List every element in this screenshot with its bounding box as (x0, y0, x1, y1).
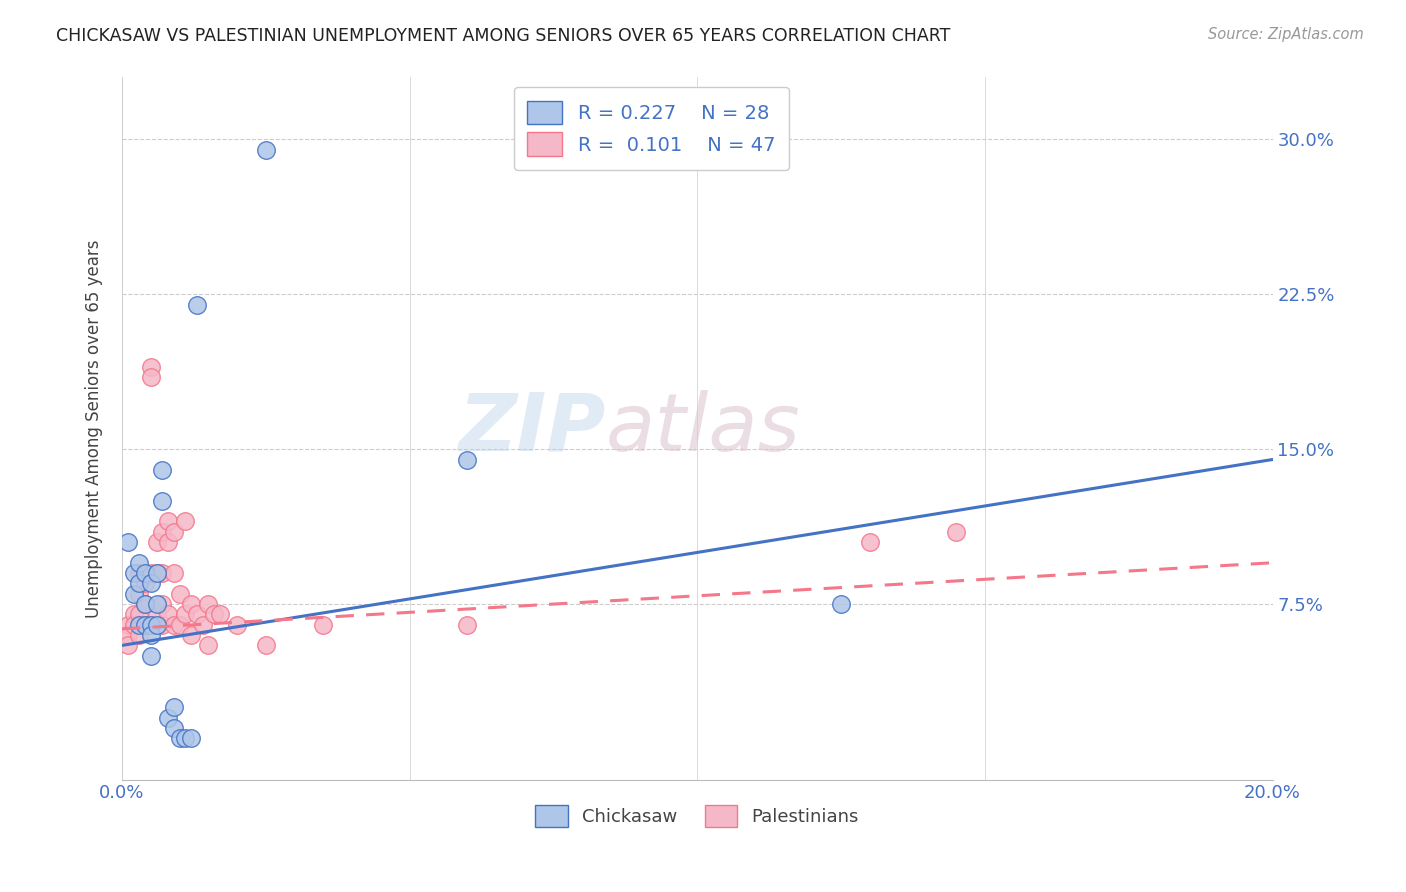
Point (456, 452, 478, 467)
Point (945, 524, 967, 539)
Point (202, 607, 225, 622)
Point (254, 143, 277, 157)
Text: Source: ZipAtlas.com: Source: ZipAtlas.com (1208, 27, 1364, 42)
Point (186, 607, 208, 622)
Point (456, 617, 478, 632)
Point (157, 515, 180, 529)
Point (128, 576, 150, 591)
Point (128, 607, 150, 622)
Point (312, 617, 335, 632)
Point (191, 617, 214, 632)
Point (128, 617, 150, 632)
Point (128, 566, 150, 580)
Point (174, 607, 197, 622)
Point (139, 617, 162, 632)
Point (145, 566, 167, 580)
Point (117, 535, 139, 549)
Point (122, 566, 145, 580)
Legend: Chickasaw, Palestinians: Chickasaw, Palestinians (529, 797, 866, 834)
Point (169, 731, 191, 746)
Point (174, 515, 197, 529)
Point (128, 556, 150, 570)
Point (163, 566, 186, 580)
Point (134, 576, 156, 591)
Point (122, 587, 145, 601)
Point (150, 493, 173, 508)
Point (145, 617, 167, 632)
Point (186, 297, 208, 311)
Point (145, 535, 167, 549)
Point (197, 639, 219, 653)
Point (139, 628, 162, 642)
Point (163, 617, 186, 632)
Y-axis label: Unemployment Among Seniors over 65 years: Unemployment Among Seniors over 65 years (86, 239, 103, 618)
Point (859, 535, 882, 549)
Point (134, 617, 156, 632)
Point (157, 711, 180, 725)
Point (163, 700, 186, 714)
Point (830, 597, 852, 611)
Point (157, 607, 180, 622)
Point (163, 524, 186, 539)
Point (134, 617, 156, 632)
Point (150, 617, 173, 632)
Point (150, 597, 173, 611)
Point (122, 607, 145, 622)
Point (122, 617, 145, 632)
Point (174, 731, 197, 746)
Point (208, 607, 231, 622)
Point (157, 535, 180, 549)
Text: atlas: atlas (605, 390, 800, 467)
Point (150, 566, 173, 580)
Point (226, 617, 249, 632)
Text: ZIP: ZIP (458, 390, 605, 467)
Point (180, 731, 202, 746)
Point (197, 597, 219, 611)
Point (139, 370, 162, 384)
Point (254, 639, 277, 653)
Point (139, 576, 162, 591)
Text: CHICKASAW VS PALESTINIAN UNEMPLOYMENT AMONG SENIORS OVER 65 YEARS CORRELATION CH: CHICKASAW VS PALESTINIAN UNEMPLOYMENT AM… (56, 27, 950, 45)
Point (169, 587, 191, 601)
Point (117, 628, 139, 642)
Point (117, 617, 139, 632)
Point (150, 463, 173, 477)
Point (145, 607, 167, 622)
Point (163, 721, 186, 735)
Point (134, 597, 156, 611)
Point (169, 617, 191, 632)
Point (145, 566, 167, 580)
Point (134, 597, 156, 611)
Point (180, 597, 202, 611)
Point (128, 587, 150, 601)
Point (139, 359, 162, 374)
Point (128, 628, 150, 642)
Point (139, 566, 162, 580)
Point (117, 639, 139, 653)
Point (145, 597, 167, 611)
Point (180, 628, 202, 642)
Point (139, 617, 162, 632)
Point (150, 524, 173, 539)
Point (134, 566, 156, 580)
Point (139, 648, 162, 663)
